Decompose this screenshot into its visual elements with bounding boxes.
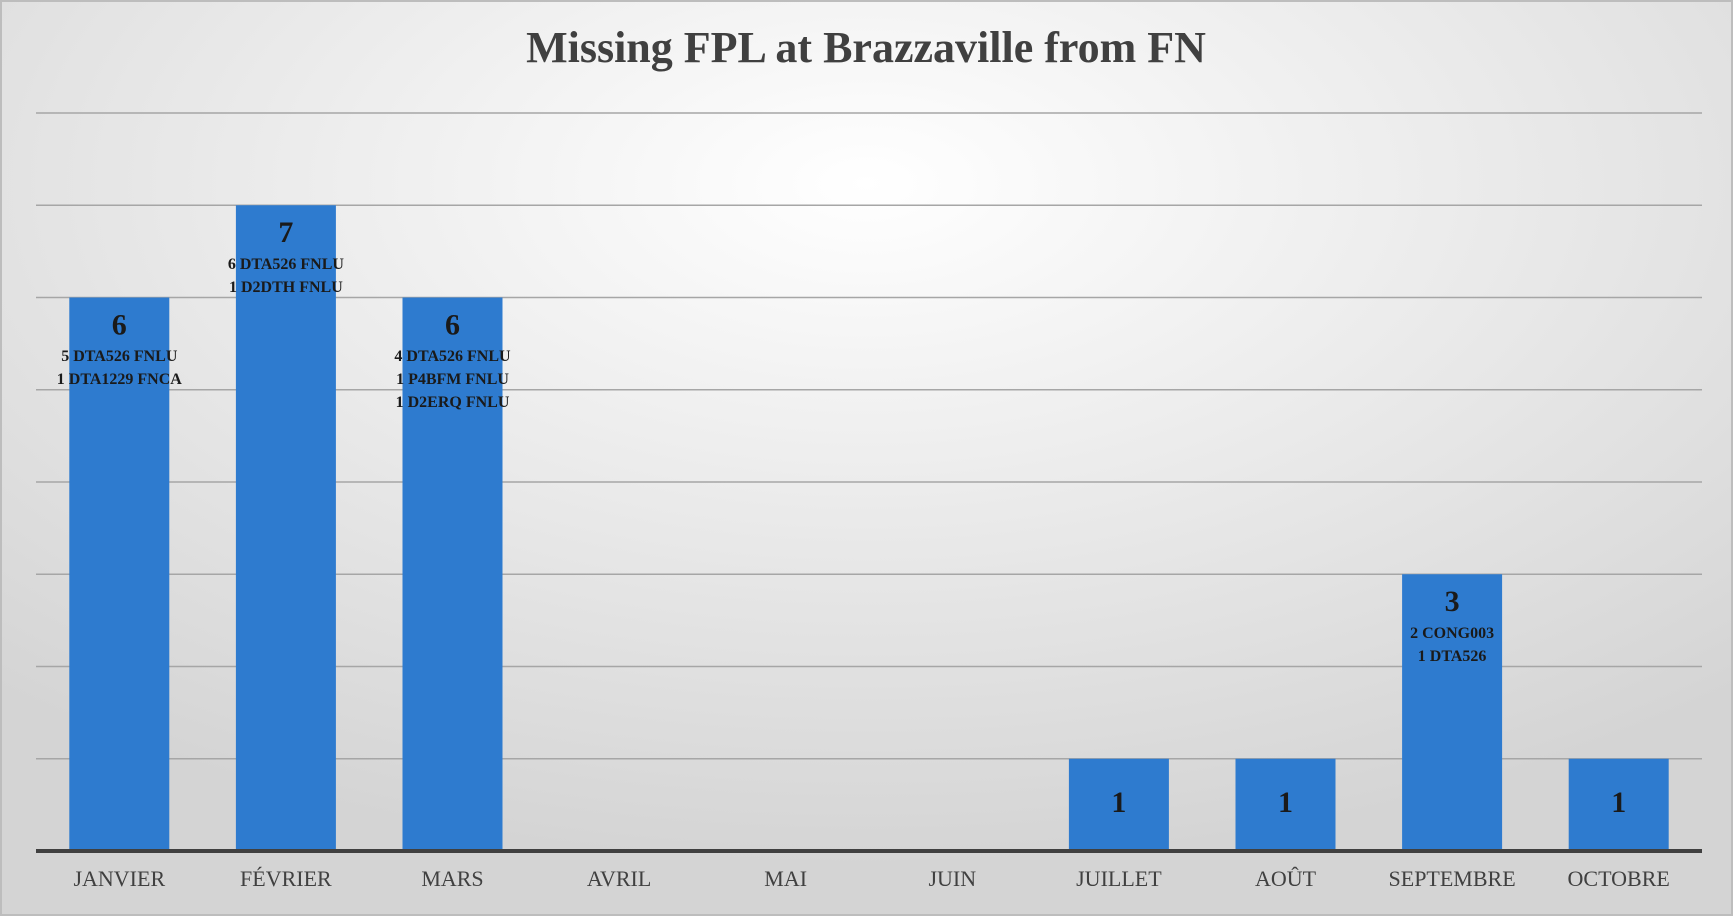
bar-annotation: 1 DTA526 [1418,648,1487,665]
data-label: 6 [445,308,460,341]
bar-annotation: 2 CONG003 [1410,625,1494,642]
x-tick-label: SEPTEMBRE [1389,866,1516,891]
data-label: 7 [278,216,293,249]
bar [1068,758,1169,851]
bar-annotation: 5 DTA526 FNLU [61,348,178,365]
x-tick-label: OCTOBRE [1568,866,1670,891]
x-tick-label: JUILLET [1076,866,1162,891]
x-tick-label: JUIN [928,866,976,891]
bar-annotation: 1 D2DTH FNLU [229,279,343,296]
bar [69,297,170,851]
bar [1568,758,1669,851]
bar-annotation: 6 DTA526 FNLU [228,256,345,273]
bar [235,205,336,851]
bar-annotation: 1 P4BFM FNLU [396,371,509,388]
data-label: 1 [1611,786,1626,819]
bar-annotation: 4 DTA526 FNLU [394,348,511,365]
x-tick-label: FÉVRIER [240,866,332,891]
x-tick-label: JANVIER [73,866,165,891]
x-tick-label: AVRIL [587,866,651,891]
x-tick-label: MARS [421,866,483,891]
bar [1235,758,1336,851]
chart-title: Missing FPL at Brazzaville from FN [526,23,1206,72]
bar [1402,574,1503,851]
data-label: 3 [1445,585,1460,618]
bar [402,297,503,851]
bar-annotation: 1 D2ERQ FNLU [396,394,510,411]
x-tick-label: MAI [764,866,807,891]
data-label: 1 [1278,786,1293,819]
data-label: 6 [112,308,127,341]
x-tick-label: AOÛT [1255,866,1317,891]
data-label: 1 [1111,786,1126,819]
bar-annotation: 1 DTA1229 FNCA [57,371,182,388]
